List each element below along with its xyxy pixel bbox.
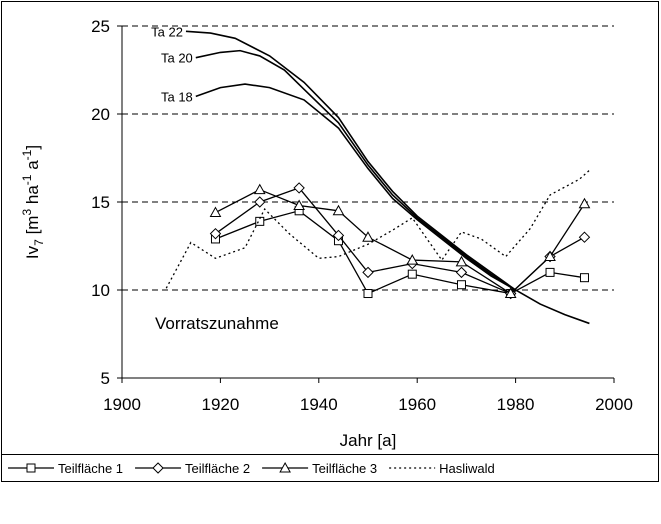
series-line <box>215 210 585 295</box>
marker <box>407 269 417 279</box>
marker <box>578 231 591 243</box>
y-label-part: 7 <box>32 239 46 246</box>
marker <box>279 461 291 473</box>
y-label-part: [m <box>23 216 42 240</box>
marker <box>363 289 373 299</box>
y-label-part: a <box>23 160 42 175</box>
y-tick-label: 5 <box>101 369 110 388</box>
legend-frame <box>1 454 659 482</box>
y-tick-label: 25 <box>91 17 110 36</box>
marker <box>362 231 374 242</box>
marker <box>406 254 419 265</box>
x-tick-label: 1900 <box>103 395 141 414</box>
x-tick-label: 1980 <box>497 395 535 414</box>
y-label-part: -1 <box>20 174 34 185</box>
curve <box>195 49 517 291</box>
legend-label: Hasliwald <box>439 461 495 476</box>
y-label-part: ] <box>23 145 42 150</box>
y-tick-label: 20 <box>91 105 110 124</box>
curve-label: Ta 18 <box>161 89 193 104</box>
marker <box>253 183 266 195</box>
y-axis-label: Iv7 [m3 ha-1 a-1] <box>20 145 46 259</box>
marker <box>578 197 591 209</box>
x-tick-label: 1960 <box>398 395 436 414</box>
y-tick-label: 15 <box>91 193 110 212</box>
marker <box>254 196 266 208</box>
y-label-part: ha <box>23 185 42 209</box>
marker <box>456 280 466 290</box>
series-line <box>215 188 586 295</box>
x-tick-label: 1940 <box>300 395 338 414</box>
curve <box>195 83 516 291</box>
x-tick-label: 2000 <box>595 395 633 414</box>
marker <box>26 463 36 473</box>
y-tick-label: 10 <box>91 281 110 300</box>
curve-label: Ta 20 <box>161 51 193 66</box>
legend-label: Teilfläche 2 <box>185 461 250 476</box>
marker <box>544 250 556 262</box>
chart-frame <box>1 1 659 455</box>
y-label-part: Iv <box>23 245 42 259</box>
y-label-part: 3 <box>20 209 34 216</box>
curve <box>185 30 590 325</box>
x-tick-label: 1920 <box>201 395 239 414</box>
legend-label: Teilfläche 3 <box>312 461 377 476</box>
y-label-part: -1 <box>20 149 34 160</box>
marker <box>504 287 517 299</box>
marker <box>209 227 222 240</box>
annotation: Vorratszunahme <box>155 314 279 333</box>
legend-label: Teilfläche 1 <box>58 461 123 476</box>
marker <box>455 266 468 279</box>
x-axis-label: Jahr [a] <box>340 431 397 450</box>
marker <box>293 182 305 194</box>
curve-label: Ta 22 <box>151 24 183 39</box>
marker <box>152 462 164 474</box>
marker <box>455 255 468 267</box>
marker <box>332 204 345 216</box>
marker <box>332 229 345 242</box>
marker <box>579 273 589 283</box>
marker <box>545 267 555 277</box>
marker <box>209 206 222 218</box>
marker <box>362 266 374 279</box>
marker <box>293 199 305 211</box>
